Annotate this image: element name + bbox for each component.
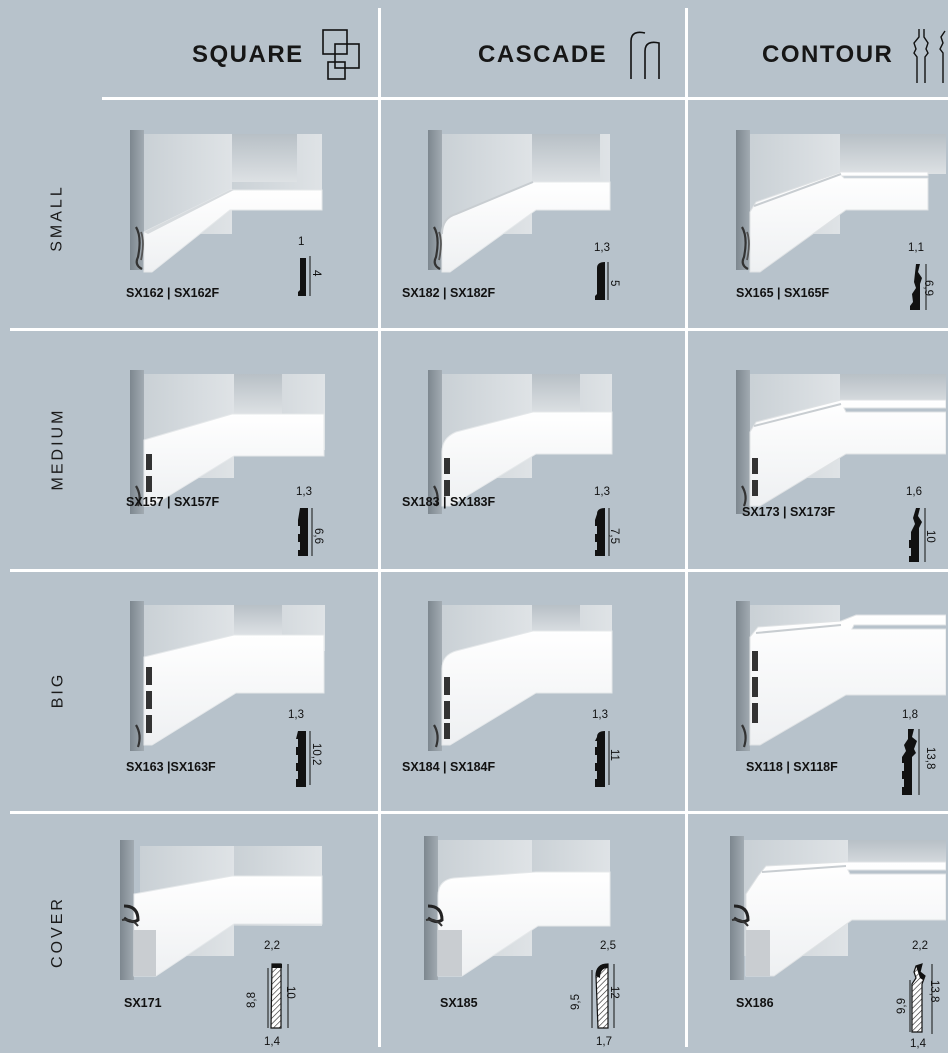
cross-section-profile — [902, 729, 920, 795]
skirting-photo — [736, 370, 946, 514]
profile-bottom-width: 1,7 — [596, 1036, 612, 1048]
cross-section-profile — [909, 508, 926, 562]
product-cell-cover-cascade: SX185 2,5 12 9,5 1,7 — [388, 836, 668, 1053]
product-cell-big-cascade: SX184 | SX184F 1,3 11 — [388, 597, 668, 842]
skirting-photo — [428, 130, 611, 273]
row-label-big: BIG — [49, 671, 66, 709]
profile-height: 5 — [608, 280, 620, 287]
skirting-photo — [424, 836, 611, 980]
profile-top-width: 2,5 — [600, 940, 616, 952]
profile-width: 1,3 — [594, 242, 610, 254]
product-cell-big-contour: SX118 | SX118F 1,8 13,8 — [696, 597, 948, 842]
product-code: SX186 — [736, 996, 774, 1010]
product-code: SX163 |SX163F — [126, 760, 216, 774]
row-label-small: SMALL — [49, 183, 66, 252]
profile-width: 1,3 — [592, 709, 608, 721]
profile-top-width: 2,2 — [264, 940, 280, 952]
product-cell-small-contour: SX165 | SX165F 1,1 6,9 — [696, 112, 948, 357]
profile-inner-height: 9,9 — [896, 998, 908, 1014]
cross-section-profile — [296, 731, 311, 787]
column-header-cascade: CASCADE — [478, 30, 667, 80]
contour-profile-icon — [913, 29, 946, 83]
cross-section-profile — [910, 264, 927, 310]
profile-outer-height: 10 — [284, 986, 296, 999]
square-profile-icon — [321, 29, 360, 80]
profile-bottom-width: 1,4 — [264, 1036, 280, 1048]
skirting-photo — [428, 370, 613, 514]
product-cell-small-square: SX162 | SX162F 1 4 — [112, 112, 392, 357]
cross-section-profile — [909, 963, 933, 1034]
profile-width: 1,1 — [908, 242, 924, 254]
profile-width: 1,3 — [296, 486, 312, 498]
profile-width: 1,3 — [594, 486, 610, 498]
product-cell-medium-square: SX157 | SX157F 1,3 6,6 — [112, 356, 392, 601]
column-title: CASCADE — [478, 41, 608, 68]
profile-height: 6,9 — [922, 280, 934, 296]
cross-section-profile — [591, 963, 615, 1029]
profile-outer-height: 13,8 — [928, 980, 940, 1003]
product-code: SX182 | SX182F — [402, 286, 496, 300]
product-cell-cover-contour: SX186 2,2 13,8 9,9 1,4 — [696, 836, 948, 1053]
product-cell-medium-cascade: SX183 | SX183F 1,3 7,5 — [388, 356, 668, 601]
product-cell-cover-square: SX171 2,2 10 8,8 1,4 — [112, 836, 392, 1053]
profile-height: 7,5 — [608, 528, 620, 544]
product-code: SX118 | SX118F — [746, 760, 838, 774]
product-code: SX165 | SX165F — [736, 286, 830, 300]
profile-height: 4 — [310, 270, 322, 277]
product-code: SX185 — [440, 996, 478, 1010]
skirting-photo — [428, 601, 613, 751]
skirting-photo — [730, 836, 946, 980]
skirting-photo — [130, 601, 325, 751]
profile-height: 11 — [608, 749, 620, 761]
cross-section-profile — [595, 262, 609, 300]
skirting-photo — [736, 601, 946, 751]
column-header-square: SQUARE — [192, 29, 366, 80]
profile-inner-height: 9,5 — [570, 994, 582, 1010]
cross-section-profile — [267, 963, 289, 1029]
profile-width: 1,8 — [902, 709, 918, 721]
row-label-medium: MEDIUM — [49, 407, 67, 491]
product-code: SX183 | SX183F — [402, 495, 496, 509]
cross-section-profile — [298, 256, 311, 296]
column-title: CONTOUR — [762, 41, 894, 68]
profile-bottom-width: 1,4 — [910, 1038, 926, 1050]
cross-section-profile — [595, 731, 610, 787]
profile-inner-height: 8,8 — [246, 992, 258, 1008]
row-divider-1 — [10, 328, 948, 331]
product-cell-small-cascade: SX182 | SX182F 1,3 5 — [388, 112, 668, 357]
row-divider-2 — [10, 569, 948, 572]
row-divider-3 — [10, 811, 948, 814]
profile-height: 10 — [924, 530, 936, 543]
column-divider-2 — [685, 8, 688, 1047]
row-label-cover: COVER — [49, 896, 66, 968]
skirting-photo — [120, 840, 323, 980]
cross-section-profile — [595, 508, 610, 556]
profile-height: 6,6 — [312, 528, 324, 544]
column-title: SQUARE — [192, 41, 304, 68]
cross-section-profile — [298, 508, 313, 556]
profile-top-width: 2,2 — [912, 940, 928, 952]
column-divider-1 — [378, 8, 381, 1047]
product-cell-big-square: SX163 |SX163F 1,3 10,2 — [112, 597, 392, 842]
header-divider — [102, 97, 948, 100]
product-code: SX184 | SX184F — [402, 760, 496, 774]
profile-height: 10,2 — [310, 743, 322, 766]
product-code: SX173 | SX173F — [742, 505, 836, 519]
cascade-profile-icon — [630, 31, 660, 79]
product-code: SX157 | SX157F — [126, 495, 220, 509]
product-code: SX162 | SX162F — [126, 286, 220, 300]
profile-outer-height: 12 — [608, 986, 620, 999]
skirting-photo — [130, 130, 323, 273]
column-header-contour: CONTOUR — [762, 29, 948, 83]
skirting-photo — [736, 130, 946, 273]
profile-width: 1,3 — [288, 709, 304, 721]
profile-width: 1 — [298, 236, 305, 248]
profile-width: 1,6 — [906, 486, 922, 498]
profile-height: 13,8 — [924, 747, 936, 770]
product-code: SX171 — [124, 996, 162, 1010]
skirting-photo — [130, 370, 325, 514]
product-cell-medium-contour: SX173 | SX173F 1,6 10 — [696, 356, 948, 601]
